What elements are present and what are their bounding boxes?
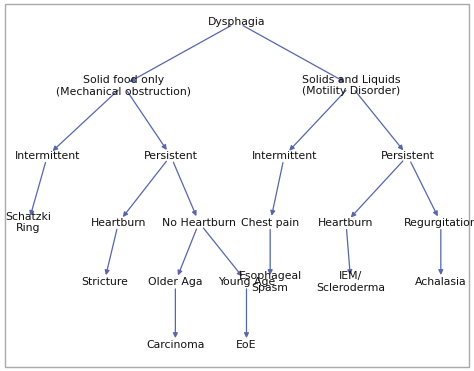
Text: Achalasia: Achalasia bbox=[415, 277, 466, 287]
Text: Dysphagia: Dysphagia bbox=[208, 17, 266, 27]
Text: Stricture: Stricture bbox=[81, 277, 128, 287]
Text: Solid food only
(Mechanical obstruction): Solid food only (Mechanical obstruction) bbox=[56, 75, 191, 96]
Text: IEM/
Scleroderma: IEM/ Scleroderma bbox=[316, 271, 385, 293]
Text: Heartburn: Heartburn bbox=[319, 218, 374, 227]
Text: Heartburn: Heartburn bbox=[91, 218, 146, 227]
Text: Intermittent: Intermittent bbox=[15, 151, 80, 161]
Text: Young Age: Young Age bbox=[218, 277, 275, 287]
Text: Persistent: Persistent bbox=[381, 151, 435, 161]
Text: Schatzki
Ring: Schatzki Ring bbox=[6, 212, 51, 233]
Text: No Heartburn: No Heartburn bbox=[162, 218, 236, 227]
Text: Older Aga: Older Aga bbox=[148, 277, 202, 287]
Text: Intermittent: Intermittent bbox=[252, 151, 317, 161]
Text: Solids and Liquids
(Motility Disorder): Solids and Liquids (Motility Disorder) bbox=[301, 75, 400, 96]
Text: Regurgitation: Regurgitation bbox=[404, 218, 474, 227]
Text: Persistent: Persistent bbox=[144, 151, 198, 161]
Text: EoE: EoE bbox=[236, 340, 257, 350]
Text: Carcinoma: Carcinoma bbox=[146, 340, 205, 350]
Text: Chest pain: Chest pain bbox=[241, 218, 299, 227]
Text: Esophageal
Spasm: Esophageal Spasm bbox=[238, 271, 302, 293]
